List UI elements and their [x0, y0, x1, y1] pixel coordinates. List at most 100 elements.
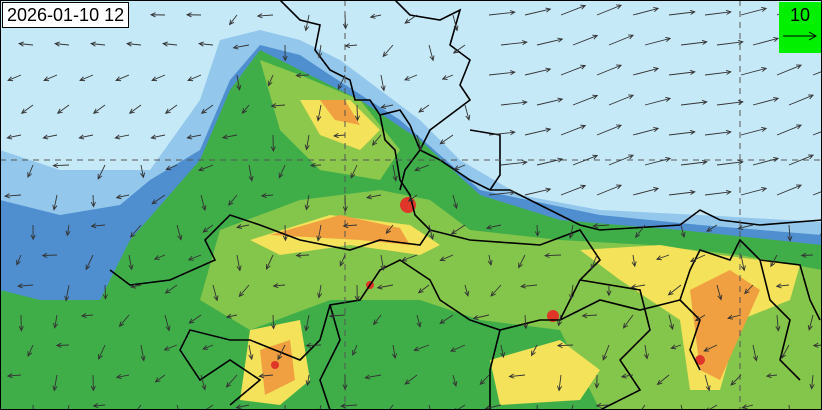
wind-arrow [52, 162, 70, 169]
border-line [559, 238, 821, 321]
wind-arrow [149, 12, 166, 18]
wind-arrow [282, 44, 288, 62]
wind-arrow [452, 374, 458, 387]
wind-arrow [740, 126, 768, 136]
wind-arrow [416, 314, 422, 328]
wind-arrow [680, 159, 708, 166]
wind-arrow [453, 164, 466, 171]
wind-arrow [809, 374, 815, 390]
wind-arrow [365, 194, 382, 200]
wind-arrow [560, 4, 587, 16]
wind-arrow [557, 374, 563, 392]
wind-arrow [284, 404, 286, 410]
wind-arrow [260, 193, 274, 199]
wind-arrow [270, 314, 276, 330]
wind-arrow [704, 9, 732, 16]
wind-arrow [235, 404, 250, 410]
wind-arrow [668, 314, 674, 331]
wind-arrow [572, 34, 599, 46]
wind-arrow [449, 344, 466, 352]
wind-arrow [176, 404, 179, 410]
wind-arrow [776, 124, 803, 136]
wind-arrow [596, 184, 623, 196]
wind-arrow [523, 314, 529, 330]
wind-arrow [140, 344, 146, 362]
wind-arrow [228, 194, 238, 206]
wind-arrow [265, 254, 274, 270]
wind-arrow [364, 374, 382, 380]
wind-arrow [595, 402, 610, 409]
wind-arrow [372, 314, 382, 326]
wind-legend-value: 10 [789, 5, 811, 25]
wind-arrow [656, 374, 670, 386]
wind-arrow [241, 104, 250, 115]
wind-arrow [557, 314, 563, 327]
wind-arrow [704, 129, 732, 136]
wind-arrow [376, 284, 394, 290]
wind-arrow [560, 64, 587, 76]
wind-arrow [185, 12, 202, 18]
wind-arrow [385, 224, 394, 235]
wind-arrow [608, 94, 635, 106]
wind-arrow [667, 284, 682, 296]
wind-arrow [309, 162, 322, 168]
wind-arrow [543, 252, 562, 259]
wind-arrow [788, 154, 815, 166]
wind-arrow [165, 164, 178, 171]
wind-arrow [608, 34, 635, 46]
wind-arrow [20, 104, 34, 114]
wind-arrow [404, 374, 418, 385]
wind-arrow [740, 186, 768, 196]
wind-arrow [740, 254, 746, 272]
wind-arrow [18, 314, 24, 332]
wind-arrow [392, 164, 398, 182]
wind-arrow [464, 284, 470, 297]
wind-arrow [304, 314, 310, 332]
wind-arrow [632, 187, 660, 196]
wind-arrow [153, 254, 166, 260]
wind-arrow [128, 254, 134, 271]
wind-arrow [236, 254, 242, 272]
wind-arrow [342, 194, 348, 213]
wind-arrow [42, 134, 58, 140]
wind-arrow [500, 160, 528, 166]
wind-arrow [212, 284, 219, 302]
wind-arrow [518, 254, 526, 269]
wind-arrow [694, 314, 706, 322]
wind-arrow [369, 13, 382, 19]
wind-arrow [52, 374, 58, 392]
wind-arrow [439, 254, 454, 262]
wind-arrow [55, 342, 70, 348]
border-line [469, 129, 501, 191]
border-line [319, 304, 341, 410]
wind-arrow [92, 104, 106, 114]
wind-arrow [225, 313, 238, 319]
wind-arrow [775, 283, 790, 289]
wind-arrow [752, 156, 780, 166]
wind-arrow [30, 224, 36, 241]
wind-arrow [316, 224, 322, 242]
wind-arrow [670, 344, 682, 350]
wind-arrow [248, 164, 254, 182]
wind-arrow [150, 134, 166, 140]
wind-arrow [16, 254, 22, 266]
wind-arrow [536, 37, 564, 46]
wind-arrow [439, 314, 454, 324]
wind-arrow [416, 134, 423, 152]
wind-arrow [43, 74, 58, 82]
wind-arrow [592, 223, 610, 229]
wind-arrow [340, 403, 358, 409]
wind-arrow [202, 224, 214, 233]
wind-arrow [680, 39, 708, 46]
wind-arrow [198, 41, 214, 47]
wind-arrow [27, 164, 34, 179]
wind-arrow [129, 224, 142, 238]
wind-arrow [342, 14, 348, 30]
wind-arrow [680, 99, 708, 106]
wind-arrow [740, 66, 768, 76]
wind-arrow [6, 373, 22, 379]
wind-arrow [272, 283, 286, 289]
wind-arrow [752, 36, 780, 46]
wind-arrow [403, 74, 418, 81]
